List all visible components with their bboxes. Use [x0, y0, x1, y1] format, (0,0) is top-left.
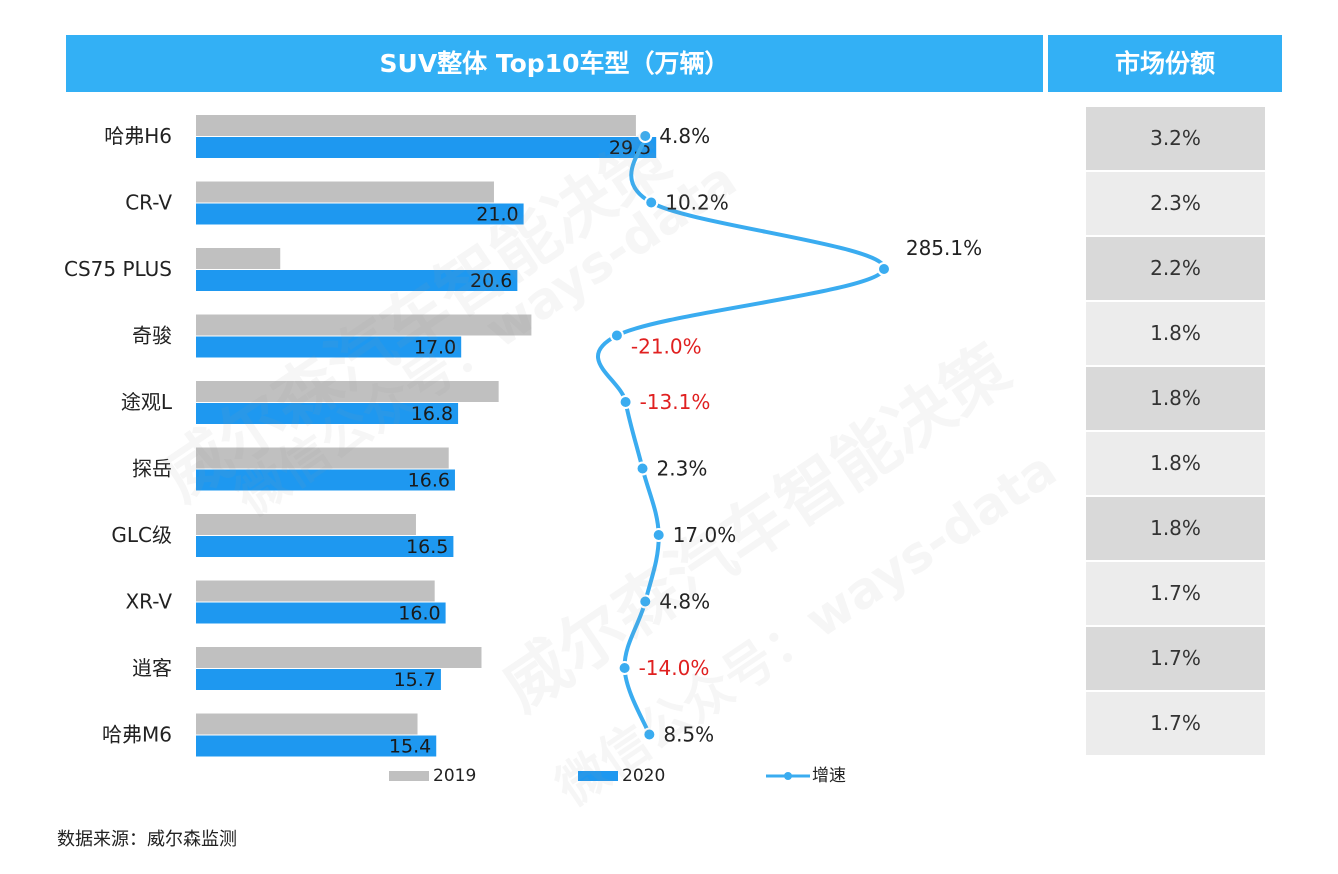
category-label: GLC级 [111, 523, 172, 547]
category-label: XR-V [125, 590, 172, 614]
bar-value-label: 15.7 [394, 669, 436, 691]
bar-2019 [196, 713, 418, 735]
market-share-cell: 2.3% [1086, 172, 1265, 235]
bar-2019 [196, 647, 482, 668]
growth-point [638, 129, 653, 143]
growth-label: 17.0% [673, 523, 737, 547]
growth-label: 4.8% [659, 124, 710, 148]
bar-2020 [196, 137, 657, 158]
bar-value-label: 16.8 [411, 403, 453, 425]
bar-2020 [196, 536, 454, 557]
bar-2020 [196, 203, 524, 225]
bar-2019 [196, 381, 499, 402]
growth-point [609, 328, 624, 343]
growth-label: 2.3% [657, 457, 708, 481]
growth-label: 285.1% [906, 236, 982, 260]
category-label: 奇骏 [132, 324, 172, 348]
bar-2020 [196, 602, 446, 624]
legend-2019-swatch [389, 771, 429, 781]
bar-value-label: 20.6 [470, 270, 512, 292]
growth-label: -14.0% [639, 656, 710, 680]
bar-value-label: 17.0 [414, 337, 456, 359]
bar-value-label: 16.5 [406, 536, 448, 558]
bar-2019 [196, 115, 636, 136]
growth-label: -13.1% [640, 390, 711, 414]
bar-2020 [196, 336, 462, 358]
category-label: CS75 PLUS [64, 257, 172, 281]
bar-value-label: 16.0 [398, 603, 440, 625]
growth-point [877, 262, 891, 276]
legend-2019-label: 2019 [433, 766, 477, 786]
growth-point [651, 528, 666, 542]
growth-label: 4.8% [659, 590, 710, 614]
growth-label: 10.2% [665, 191, 729, 215]
bar-2020 [196, 403, 459, 424]
bar-value-label: 21.0 [476, 204, 518, 226]
category-label: 哈弗M6 [102, 723, 172, 747]
bar-2020 [196, 669, 441, 690]
growth-point [642, 727, 657, 742]
bar-2020 [196, 270, 518, 291]
growth-point [635, 461, 650, 476]
bar-2019 [196, 514, 416, 535]
legend-2020-label: 2020 [622, 766, 666, 786]
chart-title: SUV整体 Top10车型（万辆） [66, 35, 1043, 92]
bar-2019 [196, 447, 449, 469]
market-share-cell: 1.8% [1086, 367, 1265, 430]
growth-point [618, 395, 633, 409]
market-share-cell: 1.8% [1086, 432, 1265, 495]
legend-growth-label: 增速 [812, 766, 846, 786]
category-label: 哈弗H6 [104, 124, 172, 148]
bar-2019 [196, 580, 435, 602]
bar-value-label: 16.6 [408, 470, 450, 492]
growth-label: -21.0% [631, 335, 702, 359]
growth-label: 8.5% [663, 723, 714, 747]
category-label: 逍客 [132, 656, 172, 680]
category-label: CR-V [125, 191, 172, 215]
legend-2020-swatch [578, 771, 618, 781]
bar-2020 [196, 735, 437, 757]
growth-point [617, 661, 632, 675]
bar-2020 [196, 469, 455, 491]
market-share-cell: 2.2% [1086, 237, 1265, 300]
bar-2019 [196, 314, 532, 336]
bar-value-label: 29.5 [609, 137, 651, 159]
bar-value-label: 15.4 [389, 736, 431, 758]
market-share-cell: 1.8% [1086, 497, 1265, 560]
market-share-header: 市场份额 [1048, 35, 1282, 92]
market-share-cell: 1.7% [1086, 692, 1265, 755]
growth-point [638, 594, 653, 609]
category-label: 途观L [121, 390, 173, 414]
category-label: 探岳 [132, 457, 172, 481]
growth-point [644, 195, 659, 210]
bar-2019 [196, 248, 281, 269]
legend-growth-swatch [766, 772, 810, 780]
market-share-cell: 1.7% [1086, 627, 1265, 690]
market-share-cell: 3.2% [1086, 107, 1265, 170]
market-share-cell: 1.7% [1086, 562, 1265, 625]
bar-2019 [196, 181, 494, 203]
data-source: 数据来源：威尔森监测 [57, 829, 237, 850]
market-share-cell: 1.8% [1086, 302, 1265, 365]
